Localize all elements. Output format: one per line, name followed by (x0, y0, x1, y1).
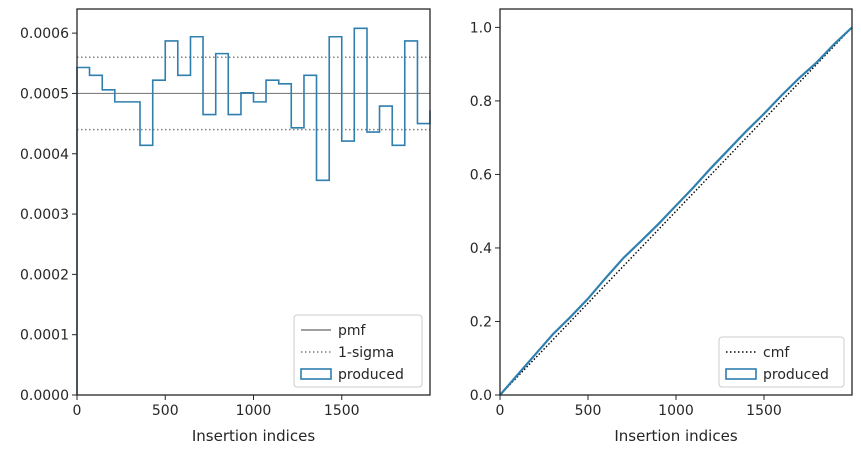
x-tick-label: 1000 (236, 403, 272, 419)
series-produced-line (499, 26, 853, 396)
y-tick-label: 0.0000 (20, 388, 69, 404)
y-tick-label: 0.0 (470, 388, 492, 404)
x-tick-label: 0 (73, 403, 82, 419)
y-tick-label: 1.0 (470, 20, 492, 36)
y-tick-label: 0.0006 (20, 26, 69, 42)
legend: pmf 1-sigma produced (293, 314, 423, 388)
x-tick-label: 1500 (324, 403, 360, 419)
legend-label: produced (763, 367, 829, 383)
x-tick-label: 500 (152, 403, 179, 419)
x-tick-label: 0 (496, 403, 505, 419)
y-tick-label: 0.6 (470, 167, 492, 183)
x-axis-label: Insertion indices (614, 427, 737, 445)
legend-label: produced (338, 367, 404, 383)
y-tick-label: 0.0005 (20, 86, 69, 102)
legend-box (718, 336, 845, 388)
legend-label: pmf (338, 323, 367, 339)
y-tick-label: 0.2 (470, 314, 492, 330)
y-tick-label: 0.4 (470, 241, 492, 257)
x-tick-label: 1000 (658, 403, 694, 419)
y-tick-label: 0.0003 (20, 207, 69, 223)
x-axis-label: Insertion indices (192, 427, 315, 445)
legend-label: 1-sigma (338, 345, 394, 361)
y-tick-label: 0.8 (470, 94, 492, 110)
y-tick-label: 0.0001 (20, 328, 69, 344)
x-tick-label: 500 (575, 403, 602, 419)
legend-label: cmf (763, 345, 790, 361)
series-cmf-line (499, 26, 853, 396)
x-tick-label: 1500 (746, 403, 782, 419)
legend-handle-produced (725, 368, 757, 380)
y-tick-label: 0.0002 (20, 267, 69, 283)
legend: cmf produced (718, 336, 845, 388)
pmf-panel: 0 500 1000 1500 0.0000 0.0001 0.0002 0.0003 0.00… (20, 8, 431, 445)
cmf-panel: 0 500 1000 1500 0.0 0.2 0.4 0.6 0.8 1.0 Insertion … (470, 8, 853, 445)
legend-handle-produced (300, 368, 332, 380)
series-produced-histogram (76, 27, 431, 395)
y-tick-label: 0.0004 (20, 147, 69, 163)
